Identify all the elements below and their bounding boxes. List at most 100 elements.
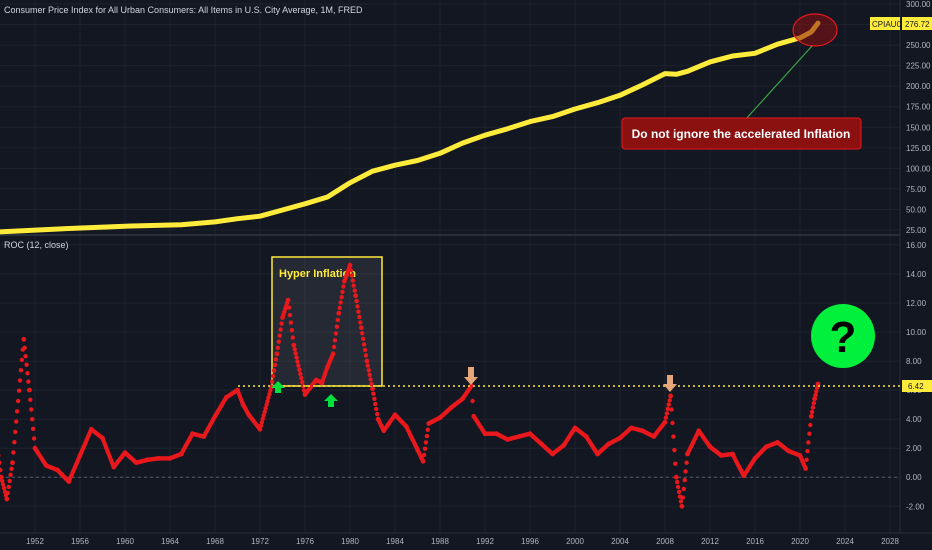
price-tick-label: 175.00 <box>906 103 931 112</box>
roc-point <box>288 320 294 325</box>
roc-point <box>357 314 362 320</box>
roc-point <box>10 460 15 466</box>
price-tick-label: 50.00 <box>906 205 927 214</box>
roc-tick-label: 10.00 <box>906 328 927 337</box>
roc-point <box>680 495 685 500</box>
roc-tick-label: 12.00 <box>906 299 927 308</box>
roc-point <box>339 295 344 300</box>
roc-point <box>266 395 271 400</box>
roc-point <box>679 503 685 509</box>
x-tick-label: 1964 <box>161 537 179 546</box>
roc-point <box>296 363 301 368</box>
roc-point <box>331 344 337 350</box>
price-tick-label: 250.00 <box>906 41 931 50</box>
roc-tick-label: 16.00 <box>906 241 927 250</box>
roc-point <box>811 401 816 406</box>
cpi-series <box>0 20 821 235</box>
roc-point <box>276 339 281 344</box>
chart-title: Consumer Price Index for All Urban Consu… <box>4 5 363 15</box>
roc-value-text: 6.42 <box>908 382 924 391</box>
x-tick-label: 1960 <box>116 537 134 546</box>
price-tick-label: 75.00 <box>906 185 927 194</box>
roc-point <box>24 362 29 367</box>
roc-point <box>675 479 680 485</box>
price-tick-label: 25.00 <box>906 226 927 235</box>
roc-point <box>372 396 377 401</box>
roc-point <box>804 457 809 462</box>
roc-point <box>1 485 7 491</box>
roc-point <box>678 499 684 504</box>
roc-point <box>668 393 673 399</box>
roc-tick-label: 4.00 <box>906 415 922 424</box>
roc-point <box>15 409 20 414</box>
roc-point <box>368 377 373 382</box>
roc-tick-label: 14.00 <box>906 270 927 279</box>
roc-point <box>21 336 27 342</box>
x-tick-label: 2004 <box>611 537 629 546</box>
roc-point <box>0 474 4 480</box>
price-tick-label: 100.00 <box>906 164 931 173</box>
roc-point <box>262 409 267 414</box>
roc-point <box>421 452 427 458</box>
roc-point <box>371 391 376 396</box>
roc-point <box>348 268 354 273</box>
roc-point <box>277 333 282 338</box>
roc-point <box>17 378 23 383</box>
roc-point <box>424 433 430 439</box>
hyper-inflation-label: Hyper Inflation <box>279 268 356 280</box>
roc-point <box>362 347 368 353</box>
roc-point <box>373 401 378 407</box>
roc-point <box>268 384 274 390</box>
roc-point <box>367 372 372 378</box>
roc-point <box>807 431 812 436</box>
roc-point <box>12 440 17 445</box>
x-tick-label: 2020 <box>791 537 809 546</box>
roc-point <box>265 399 270 404</box>
roc-point <box>260 416 265 421</box>
roc-point <box>336 310 342 316</box>
roc-point <box>16 388 22 393</box>
roc-point <box>261 413 266 418</box>
roc-point <box>341 284 346 289</box>
roc-point <box>29 407 34 412</box>
roc-point <box>366 368 371 373</box>
roc-point <box>469 383 474 389</box>
roc-point <box>274 351 280 357</box>
roc-point <box>4 496 10 502</box>
roc-point <box>347 262 353 268</box>
roc-point <box>287 312 293 318</box>
roc-axis-labels: -2.000.002.004.006.008.0010.0012.0014.00… <box>906 241 927 511</box>
roc-point <box>298 371 303 377</box>
roc-point <box>806 440 811 445</box>
roc-point <box>370 386 375 392</box>
roc-point <box>420 458 426 464</box>
roc-point <box>422 446 428 451</box>
roc-point <box>26 379 31 384</box>
x-tick-label: 1988 <box>431 537 449 546</box>
roc-point <box>30 426 36 431</box>
roc-point <box>0 460 2 465</box>
x-tick-label: 1952 <box>26 537 44 546</box>
roc-point <box>803 466 808 471</box>
roc-point <box>355 304 360 309</box>
roc-point <box>11 450 16 455</box>
roc-value-tag <box>902 380 932 392</box>
roc-point <box>810 405 816 410</box>
roc-point <box>364 358 370 364</box>
price-tick-label: 225.00 <box>906 62 931 71</box>
roc-point <box>270 373 276 379</box>
roc-point <box>30 417 35 422</box>
roc-point <box>669 407 674 412</box>
cpi-symbol-text: CPIAUCSL <box>872 20 913 29</box>
roc-point <box>333 331 339 336</box>
roc-point <box>293 351 298 356</box>
question-badge <box>811 304 875 368</box>
roc-point <box>8 472 13 477</box>
roc-point <box>805 448 810 454</box>
roc-point <box>273 357 279 362</box>
roc-point <box>812 396 817 402</box>
x-tick-label: 1980 <box>341 537 359 546</box>
roc-point <box>297 367 302 372</box>
roc-tick-label: 2.00 <box>906 444 922 453</box>
